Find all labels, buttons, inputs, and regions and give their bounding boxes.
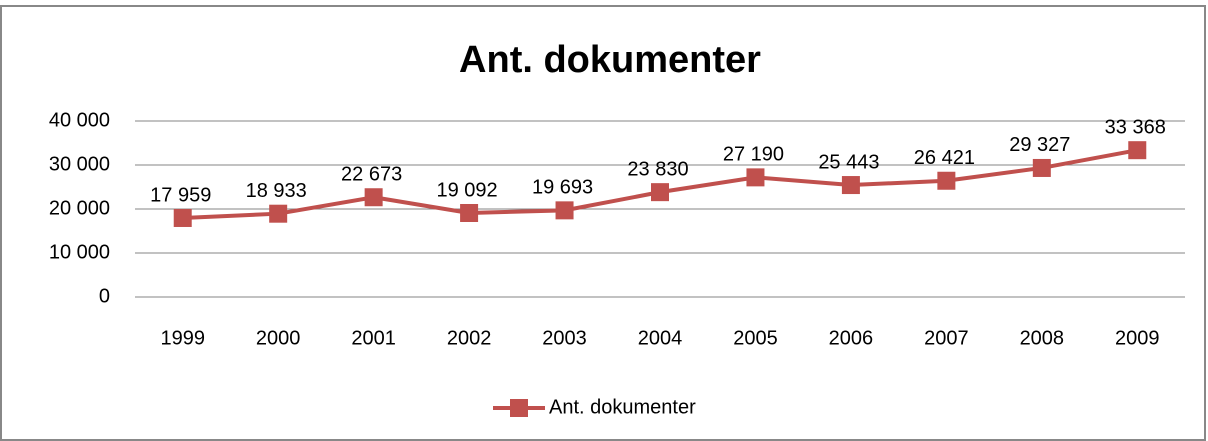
data-label: 18 933 (246, 180, 307, 202)
y-tick-label: 10 000 (49, 241, 110, 263)
x-tick-label: 2003 (542, 327, 587, 349)
data-label: 17 959 (150, 184, 211, 206)
marker (746, 168, 765, 187)
x-tick-label: 2007 (924, 327, 969, 349)
x-tick-label: 2004 (638, 327, 683, 349)
legend-marker (510, 399, 528, 417)
x-tick-label: 2006 (829, 327, 874, 349)
y-tick-label: 30 000 (49, 153, 110, 175)
data-label: 29 327 (1009, 134, 1070, 156)
data-label: 26 421 (914, 147, 975, 169)
legend-label: Ant. dokumenter (549, 396, 696, 418)
marker (1128, 141, 1147, 160)
x-tick-label: 2001 (351, 327, 396, 349)
marker (937, 171, 956, 190)
x-tick-label: 1999 (160, 327, 205, 349)
data-label: 33 368 (1105, 116, 1166, 138)
chart-frame (0, 5, 1206, 441)
data-label: 27 190 (723, 144, 784, 166)
y-tick-label: 0 (99, 285, 110, 307)
x-tick-label: 2002 (447, 327, 492, 349)
chart-title: Ant. dokumenter (459, 39, 761, 81)
data-label: 19 092 (437, 179, 498, 201)
data-label: 19 693 (532, 177, 593, 199)
data-label: 23 830 (627, 158, 688, 180)
marker (460, 203, 479, 222)
x-tick-label: 2008 (1020, 327, 1065, 349)
y-tick-label: 40 000 (49, 109, 110, 131)
marker (1032, 158, 1051, 177)
marker (364, 188, 383, 207)
x-tick-label: 2009 (1115, 327, 1160, 349)
data-label: 25 443 (818, 151, 879, 173)
x-tick-label: 2005 (733, 327, 778, 349)
marker (269, 204, 288, 223)
marker (173, 208, 192, 227)
marker (555, 201, 574, 220)
marker (841, 176, 860, 195)
marker (651, 183, 669, 202)
x-tick-label: 2000 (256, 327, 301, 349)
y-tick-label: 20 000 (49, 197, 110, 219)
data-label: 22 673 (341, 164, 402, 186)
